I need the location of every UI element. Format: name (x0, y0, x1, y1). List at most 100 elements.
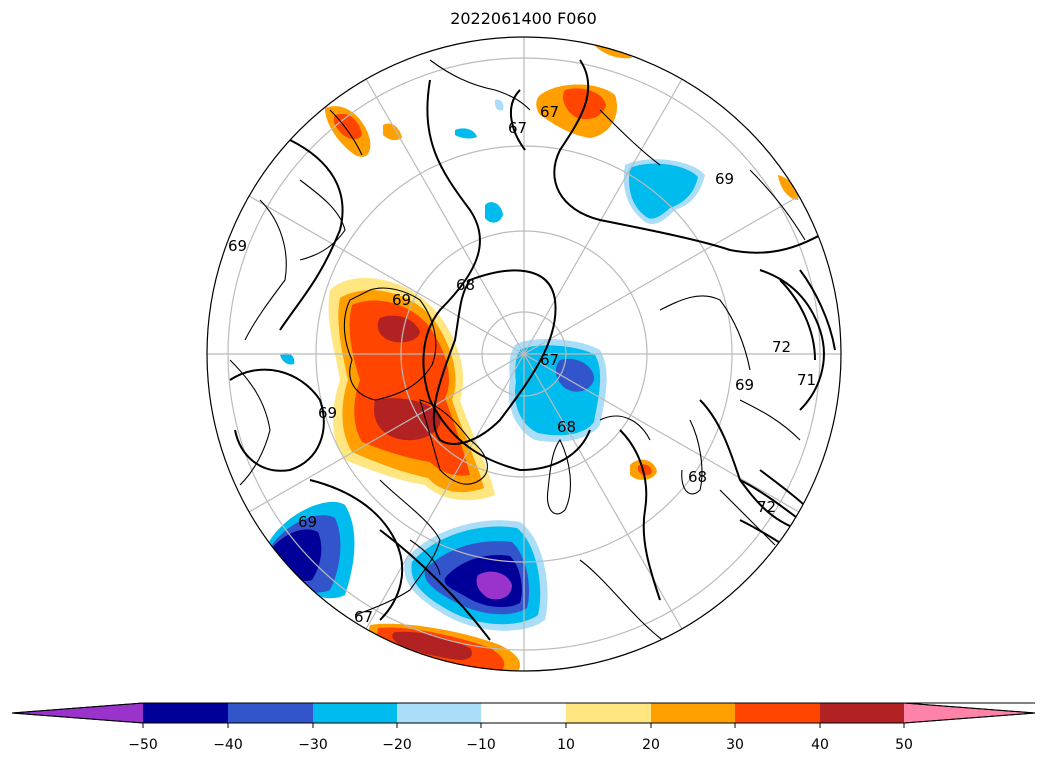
colorbar-tick-label: −30 (298, 737, 328, 753)
colorbar-tick-marks (142, 723, 905, 728)
warm-anomaly-atlantic-inner (349, 300, 470, 476)
contour-69-north (553, 59, 831, 254)
coast-chukotka (599, 109, 661, 166)
cold-anomaly-small-1 (485, 202, 503, 223)
contour-70-east (759, 269, 825, 411)
coast-kamchatka (681, 419, 703, 495)
warm-anomaly-upperleft-small (383, 123, 402, 141)
contour-label: 69 (228, 237, 247, 255)
coast-scandinavia (299, 179, 346, 261)
cold-anomaly-kara-inner (555, 358, 595, 392)
colorbar-tick-labels: −50 −40 −30 −20 −10 10 20 30 40 50 (128, 737, 913, 753)
contour-70-southeast (739, 479, 801, 521)
colorbar-bin (228, 703, 313, 723)
contour-label: 69 (318, 404, 337, 422)
colorbar-bin (735, 703, 820, 723)
coast-europe (244, 199, 287, 341)
contour-69-northwest (279, 139, 344, 331)
warm-anomaly-upperleft-inner (333, 113, 362, 140)
contour-71-east (779, 279, 816, 361)
contour-67-south (379, 529, 491, 641)
contour-68-inner (432, 269, 557, 445)
colorbar-bin (143, 703, 228, 723)
coast-kuril (739, 399, 801, 441)
contour-label: 69 (715, 170, 734, 188)
coast-mediterranean (229, 359, 271, 486)
colorbar-bin (397, 703, 481, 723)
contour-label: 72 (757, 498, 776, 516)
map-disk: 67 67 69 69 68 69 67 68 69 72 71 67 72 6… (206, 36, 842, 672)
contour-label: 67 (354, 608, 373, 626)
contour-label: 69 (298, 513, 317, 531)
colorbar-bin (566, 703, 651, 723)
coast-labrador (409, 539, 441, 576)
warm-anomaly-core-1 (374, 398, 441, 441)
cold-anomaly-siberia-inner (629, 163, 698, 219)
contour-label: 67 (540, 351, 559, 369)
colorbar-tick-label: −40 (213, 737, 243, 753)
contour-label: 68 (456, 276, 475, 294)
coast-bering (599, 415, 651, 441)
colorbar-tick-label: 10 (557, 737, 575, 753)
meridian-9 (523, 195, 800, 355)
meridian-12 (248, 353, 525, 513)
cold-anomaly-small-2 (455, 128, 477, 139)
cold-anomaly-small-8 (280, 353, 295, 365)
cold-anomaly-america-core (476, 571, 512, 600)
coast-canadian-archipelago (419, 399, 488, 485)
contour-label: 72 (772, 338, 791, 356)
meridian-11 (523, 353, 800, 513)
meridian-8 (365, 353, 525, 630)
colorbar-bin (481, 703, 566, 723)
contour-label: 71 (797, 371, 816, 389)
warm-anomaly-small-6 (778, 175, 799, 200)
contour-label: 69 (735, 376, 754, 394)
contour-label: 68 (688, 468, 707, 486)
colorbar: −50 −40 −30 −20 −10 10 20 30 40 50 (11, 702, 1036, 753)
coast-greenland (343, 287, 437, 401)
warm-anomaly-bottom-core (392, 631, 472, 660)
contour-69-west (229, 368, 325, 472)
coast-north-pacific-east (749, 169, 806, 241)
contour-label: 69 (392, 291, 411, 309)
contour-label: 68 (557, 418, 576, 436)
colorbar-tick-label: 30 (726, 737, 744, 753)
meridian-5 (523, 78, 683, 355)
contour-67-north (509, 89, 526, 151)
colorbar-tick-label: 50 (895, 737, 913, 753)
contour-67-west (422, 79, 591, 472)
map-boundary (206, 36, 842, 672)
colorbar-tick-label: −20 (382, 737, 412, 753)
colorbar-tick-label: 20 (642, 737, 660, 753)
colorbar-tick-label: −10 (466, 737, 496, 753)
coast-hudson-bay (354, 479, 441, 616)
coast-southeast (769, 559, 806, 601)
coast-north-pacific-rim (429, 59, 531, 111)
graticule (207, 37, 841, 671)
cold-anomaly-small-3 (494, 99, 504, 111)
colorbar-bin (651, 703, 735, 723)
contour-67-southwest (309, 479, 404, 621)
coast-east-siberia (659, 295, 751, 371)
meridian-7 (523, 353, 683, 630)
colorbar-tick-label: 40 (811, 737, 829, 753)
contour-72-east (799, 269, 836, 351)
map-title: 2022061400 F060 (450, 9, 597, 28)
height-contours (229, 59, 836, 641)
contour-68-south (619, 429, 661, 601)
colorbar-extend-low (12, 703, 143, 723)
meridian-6 (365, 78, 525, 355)
colorbar-bin (820, 703, 904, 723)
coast-atlantic-island (329, 109, 363, 156)
colorbar-extend-high (904, 703, 1035, 723)
contour-labels: 67 67 69 69 68 69 67 68 69 72 71 67 72 6… (228, 103, 816, 626)
contour-label: 67 (540, 103, 559, 121)
coast-alaska-north (546, 438, 571, 515)
colorbar-tick-label: −50 (128, 737, 158, 753)
colorbar-bin (313, 703, 397, 723)
contour-label: 67 (508, 119, 527, 137)
meridian-10 (248, 195, 525, 355)
coast-japan (719, 489, 776, 546)
warm-anomaly-core-2 (377, 315, 420, 343)
